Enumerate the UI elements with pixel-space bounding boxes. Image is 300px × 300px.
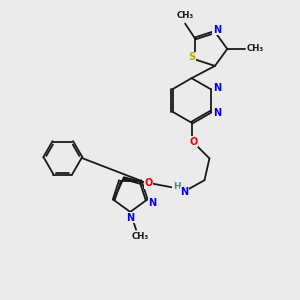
Text: CH₃: CH₃: [176, 11, 194, 20]
Text: O: O: [144, 178, 152, 188]
Text: CH₃: CH₃: [131, 232, 149, 241]
Text: N: N: [213, 25, 221, 35]
Text: S: S: [188, 52, 196, 62]
Text: O: O: [190, 136, 198, 147]
Text: N: N: [126, 213, 134, 223]
Text: H: H: [173, 182, 181, 191]
Text: N: N: [213, 83, 221, 93]
Text: N: N: [213, 108, 221, 118]
Text: CH₃: CH₃: [246, 44, 264, 53]
Text: N: N: [181, 187, 189, 197]
Text: N: N: [148, 198, 157, 208]
